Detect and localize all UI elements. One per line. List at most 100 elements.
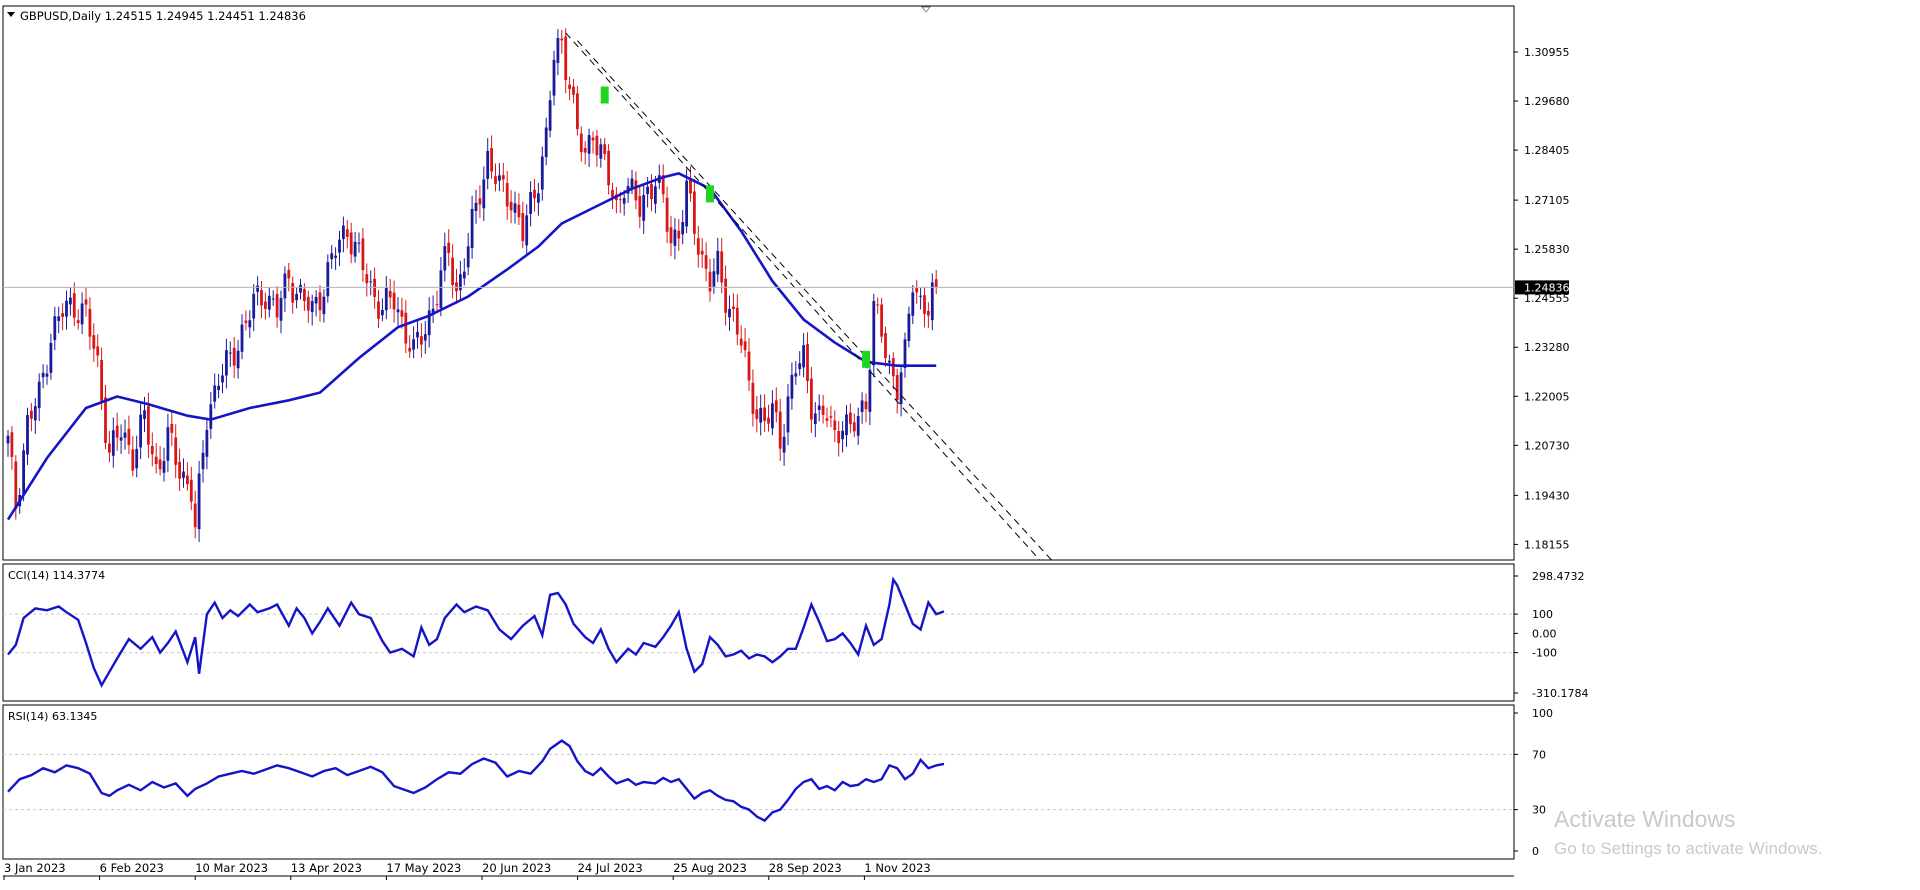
candle-body xyxy=(724,278,727,313)
candle-body xyxy=(927,310,930,316)
candle-body xyxy=(544,127,548,158)
time-axis-label: 20 Jun 2023 xyxy=(482,861,551,875)
candle-body xyxy=(197,473,201,530)
candle-body xyxy=(755,409,759,419)
rsi-axis-label: 70 xyxy=(1532,748,1546,761)
candle-body xyxy=(154,456,158,465)
candle-body xyxy=(923,295,926,314)
candle-body xyxy=(30,410,33,419)
candle-body xyxy=(84,299,88,305)
candle-body xyxy=(369,281,373,283)
candle-body xyxy=(330,253,334,260)
candle-body xyxy=(837,430,841,444)
rsi-axis-label: 30 xyxy=(1532,804,1546,817)
candle-body xyxy=(303,289,306,302)
candle-body xyxy=(225,350,228,376)
candle-body xyxy=(108,443,111,453)
candle-body xyxy=(618,199,622,201)
candle-body xyxy=(384,287,388,311)
candle-body xyxy=(525,215,529,246)
candle-body xyxy=(61,313,64,317)
price-axis-label: 1.23280 xyxy=(1524,341,1570,354)
current-price-label-bg xyxy=(1515,280,1569,295)
candle-body xyxy=(295,293,298,301)
candle-body xyxy=(139,414,142,448)
candle-body xyxy=(111,430,115,456)
candle-body xyxy=(743,341,747,351)
candle-body xyxy=(228,352,232,354)
candle-body xyxy=(638,195,642,217)
candle-body xyxy=(236,350,240,369)
candle-body xyxy=(306,296,310,311)
candle-body xyxy=(299,284,302,293)
candle-body xyxy=(849,412,852,425)
candle-body xyxy=(696,238,700,255)
candle-body xyxy=(119,437,123,441)
time-axis-label: 28 Sep 2023 xyxy=(769,861,842,875)
candle-body xyxy=(521,213,525,242)
cci-axis-label: 298.4732 xyxy=(1532,570,1585,583)
time-axis-label: 17 May 2023 xyxy=(386,861,461,875)
candle-body xyxy=(548,100,552,131)
chart-shift-marker-icon xyxy=(920,6,932,13)
candle-body xyxy=(193,503,197,528)
candle-body xyxy=(14,461,18,509)
candle-body xyxy=(26,415,29,455)
candle-body xyxy=(186,475,189,485)
candle-body xyxy=(868,369,872,412)
candle-body xyxy=(634,180,638,201)
candle-body xyxy=(810,378,813,420)
candle-body xyxy=(182,471,185,478)
rsi-label: RSI(14) 63.1345 xyxy=(8,710,97,723)
candle-body xyxy=(919,295,922,297)
candle-body xyxy=(423,334,427,341)
candle-body xyxy=(513,203,517,213)
candle-body xyxy=(856,416,860,436)
candle-body xyxy=(470,208,474,248)
candle-body xyxy=(287,269,291,279)
time-axis-label: 1 Nov 2023 xyxy=(864,861,930,875)
candle-body xyxy=(774,400,778,413)
cci-axis-label: -310.1784 xyxy=(1532,687,1588,700)
candle-body xyxy=(704,255,708,269)
panel-frame-1 xyxy=(2,563,1515,702)
candle-body xyxy=(767,417,770,424)
candle-body xyxy=(427,310,431,336)
candle-body xyxy=(728,308,731,318)
candle-body xyxy=(104,397,107,444)
candle-body xyxy=(135,449,139,469)
candle-body xyxy=(322,296,326,315)
rsi-axis-label: 0 xyxy=(1532,845,1539,858)
candle-body xyxy=(455,282,458,292)
candle-body xyxy=(825,418,829,421)
candle-body xyxy=(22,450,25,494)
candle-body xyxy=(642,195,646,221)
candle-body xyxy=(279,298,283,321)
candle-body xyxy=(435,304,439,306)
candle-body xyxy=(275,293,279,318)
panel-frame-2 xyxy=(2,704,1515,860)
candle-body xyxy=(404,312,408,344)
candle-body xyxy=(377,301,380,319)
candle-body xyxy=(178,461,181,479)
candle-body xyxy=(388,290,392,298)
candle-body xyxy=(408,347,412,352)
candle-body xyxy=(420,336,423,345)
candle-body xyxy=(439,270,443,309)
candle-body xyxy=(10,432,14,457)
candle-body xyxy=(49,342,53,373)
candle-body xyxy=(478,198,482,205)
price-axis-label: 1.18155 xyxy=(1524,538,1570,551)
candle-body xyxy=(716,250,720,275)
candle-body xyxy=(845,414,848,436)
candle-body xyxy=(326,262,330,297)
candle-body xyxy=(505,183,509,207)
candle-body xyxy=(841,430,844,440)
candle-body xyxy=(490,148,493,172)
candle-body xyxy=(934,279,938,288)
candle-body xyxy=(69,297,72,305)
candle-body xyxy=(189,479,193,502)
candle-body xyxy=(654,186,657,204)
